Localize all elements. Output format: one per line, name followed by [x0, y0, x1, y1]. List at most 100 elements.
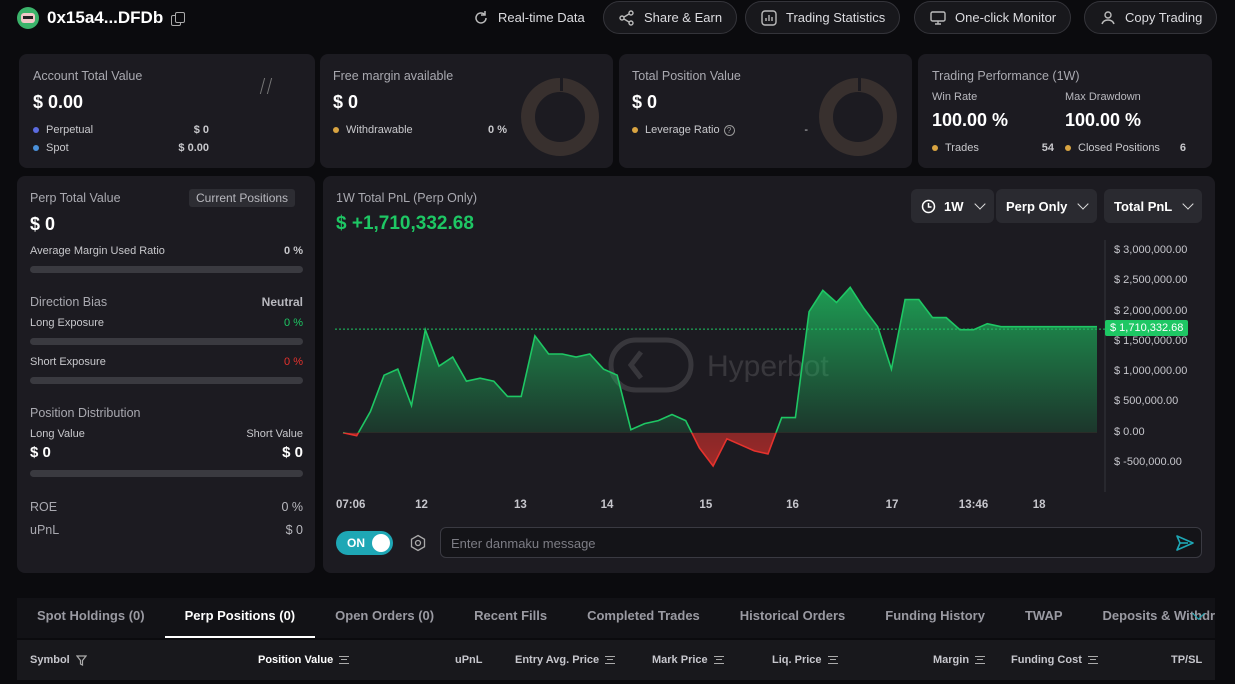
monitor-icon — [930, 10, 946, 25]
hyperbot-watermark: Hyperbot — [608, 337, 829, 393]
direction-bias-row: Direction Bias Neutral — [30, 295, 303, 309]
free-margin-title: Free margin available — [333, 69, 454, 83]
sort-icon — [827, 656, 838, 664]
tab-completed-trades[interactable]: Completed Trades — [587, 608, 700, 623]
trades-dot — [932, 145, 938, 152]
current-value-tag: $ 1,710,332.68 — [1105, 320, 1189, 337]
share-earn-button[interactable]: Share & Earn — [603, 1, 738, 34]
col-liq-price[interactable]: Liq. Price — [772, 654, 838, 666]
leverage-row: Leverage Ratio ? - — [632, 124, 808, 136]
account-total-value-card: Account Total Value $ 0.00 Perpetual $ 0… — [19, 54, 315, 168]
long-short-values: $ 0 $ 0 — [30, 444, 303, 461]
filter-icon — [75, 654, 87, 666]
col-entry-price[interactable]: Entry Avg. Price — [515, 654, 616, 666]
positions-tabs: Spot Holdings (0) Perp Positions (0) Ope… — [17, 598, 1215, 638]
copy-trading-button[interactable]: Copy Trading — [1084, 1, 1218, 34]
tab-recent-fills[interactable]: Recent Fills — [474, 608, 548, 623]
one-click-monitor-button[interactable]: One-click Monitor — [914, 1, 1072, 34]
perpetual-label: Perpetual — [46, 124, 94, 136]
margin-ratio-label: Average Margin Used Ratio — [30, 245, 165, 257]
distribution-bar — [30, 470, 303, 477]
perp-total-card: Perp Total Value Current Positions $ 0 A… — [17, 176, 315, 573]
tab-twap[interactable]: TWAP — [1024, 608, 1063, 623]
long-value-label: Long Value — [30, 428, 85, 440]
pnl-title: 1W Total PnL (Perp Only) — [336, 191, 478, 205]
y-tick-label: $ 0.00 — [1114, 425, 1145, 438]
col-mark-price[interactable]: Mark Price — [652, 654, 724, 666]
col-margin-label: Margin — [933, 654, 970, 666]
y-tick-label: $ 1,500,000.00 — [1114, 334, 1188, 347]
perp-filter-select[interactable]: Perp Only — [996, 189, 1098, 223]
upnl-label: uPnL — [30, 523, 60, 537]
x-tick-label: 14 — [600, 499, 614, 511]
pnl-line-negative — [342, 432, 777, 468]
col-tpsl[interactable]: TP/SL — [1171, 654, 1202, 666]
total-position-title: Total Position Value — [632, 69, 741, 83]
spot-row: Spot $ 0.00 — [33, 142, 209, 154]
pnl-area-positive — [343, 287, 1097, 433]
chevron-down-icon — [1182, 198, 1194, 210]
free-margin-card: Free margin available $ 0 Withdrawable 0… — [320, 54, 613, 168]
margin-donut — [521, 77, 599, 156]
tab-perp-positions[interactable]: Perp Positions (0) — [164, 598, 316, 638]
closed-positions-row: Closed Positions 6 — [1065, 142, 1186, 154]
col-symbol[interactable]: Symbol — [30, 654, 87, 666]
x-tick-label: 18 — [1032, 499, 1046, 511]
realtime-data-button[interactable]: Real-time Data — [458, 1, 599, 34]
col-position-value[interactable]: Position Value — [258, 654, 350, 666]
share-icon — [619, 9, 634, 26]
col-funding-cost[interactable]: Funding Cost — [1011, 654, 1098, 666]
current-positions-badge[interactable]: Current Positions — [189, 189, 296, 207]
copy-icon[interactable] — [171, 11, 186, 26]
withdrawable-value: 0 % — [488, 124, 507, 136]
danmaku-input[interactable]: Enter danmaku message — [440, 527, 1202, 558]
col-margin[interactable]: Margin — [933, 654, 986, 666]
sort-icon — [605, 656, 616, 664]
margin-ratio-row: Average Margin Used Ratio 0 % — [30, 245, 303, 257]
upnl-value: $ 0 — [285, 523, 303, 537]
col-liq-price-label: Liq. Price — [772, 654, 822, 666]
upnl-row: uPnL $ 0 — [30, 523, 303, 537]
tab-deposits-withdraw[interactable]: Deposits & Withdraw — [1102, 608, 1215, 623]
y-tick-label: $ 2,000,000.00 — [1114, 304, 1188, 317]
withdrawable-row: Withdrawable 0 % — [333, 124, 507, 136]
help-icon[interactable]: ? — [723, 124, 735, 136]
settings-icon[interactable] — [409, 534, 427, 552]
y-tick-label: $ 2,500,000.00 — [1114, 274, 1188, 287]
withdrawable-dot — [333, 127, 339, 134]
col-symbol-label: Symbol — [30, 654, 70, 666]
long-exposure-label: Long Exposure — [30, 317, 104, 329]
withdrawable-label: Withdrawable — [346, 124, 413, 136]
total-position-value: $ 0 — [632, 92, 658, 112]
table-header: Symbol Position Value uPnL Entry Avg. Pr… — [17, 640, 1215, 680]
tab-open-orders[interactable]: Open Orders (0) — [335, 608, 435, 623]
timeframe-select[interactable]: 1W — [911, 189, 994, 223]
col-entry-price-label: Entry Avg. Price — [515, 654, 600, 666]
stats-icon — [761, 9, 777, 26]
danmaku-toggle[interactable]: ON — [336, 531, 393, 555]
long-exposure-row: Long Exposure 0 % — [30, 317, 303, 329]
trades-row: Trades 54 — [932, 142, 1054, 154]
col-tpsl-label: TP/SL — [1171, 654, 1203, 666]
margin-ratio-bar — [30, 266, 303, 273]
spot-label: Spot — [46, 142, 69, 154]
tab-historical-orders[interactable]: Historical Orders — [739, 608, 846, 623]
position-distribution-label: Position Distribution — [30, 406, 141, 420]
pnl-area-negative — [343, 432, 776, 466]
closed-dot — [1065, 145, 1071, 152]
long-value: $ 0 — [30, 444, 51, 461]
trading-statistics-button[interactable]: Trading Statistics — [745, 1, 901, 34]
col-upnl[interactable]: uPnL — [455, 654, 483, 666]
send-icon[interactable] — [1175, 533, 1195, 553]
tab-spot-holdings[interactable]: Spot Holdings (0) — [37, 608, 145, 623]
short-exposure-row: Short Exposure 0 % — [30, 356, 303, 368]
leverage-dot — [632, 127, 638, 133]
leverage-value: - — [804, 124, 808, 136]
x-tick-label: 13:46 — [958, 499, 989, 511]
closed-label: Closed Positions — [1078, 142, 1160, 154]
col-position-value-label: Position Value — [258, 654, 334, 666]
free-margin-value: $ 0 — [333, 92, 359, 112]
pnl-type-select[interactable]: Total PnL — [1104, 189, 1203, 223]
tab-funding-history[interactable]: Funding History — [885, 608, 985, 623]
wallet-address: 0x15a4...DFDb — [47, 8, 164, 27]
